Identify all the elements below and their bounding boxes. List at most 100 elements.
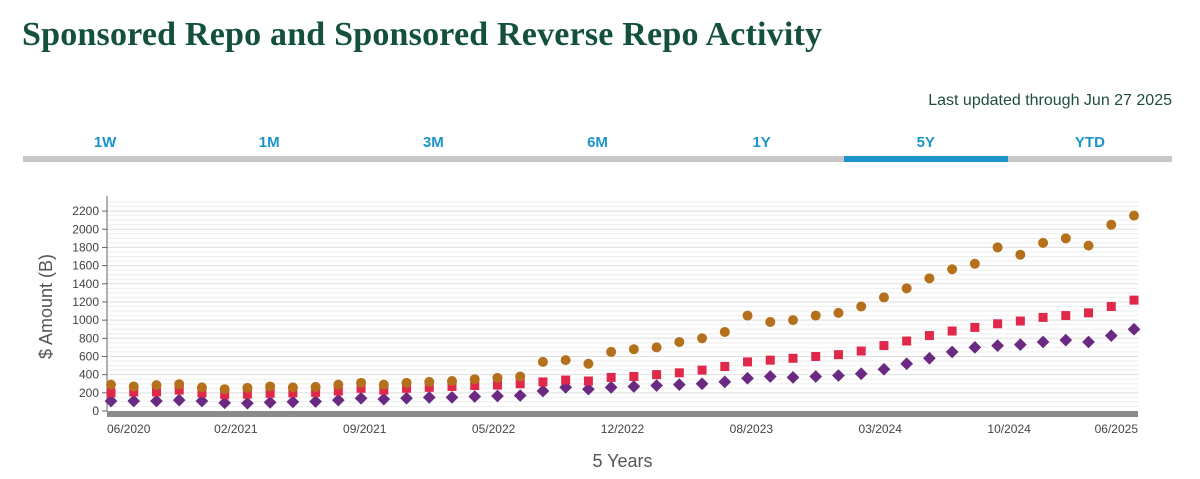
reverse-repo-series-point [422,391,436,404]
reverse-repo-series-point [400,391,413,405]
y-tick-label: 2000 [72,222,99,236]
tab-6m[interactable]: 6M [515,128,680,162]
tab-underline [1007,156,1172,162]
total-series-point [219,384,230,395]
repo-series-point [311,387,321,397]
reverse-repo-series-point [604,381,618,394]
tab-1m[interactable]: 1M [187,128,352,162]
total-series-point [1106,219,1117,230]
reverse-repo-series-point [1082,335,1095,349]
repo-series-point [333,386,343,396]
total-series-point [992,242,1003,253]
total-series-point [515,371,526,382]
reverse-repo-series-point [513,389,527,402]
repo-series-point [515,379,525,389]
repo-series-point [288,388,298,398]
repo-series-point [856,346,866,356]
total-series-point [151,380,162,391]
repo-series-point [538,377,548,387]
total-series-point [537,356,548,367]
repo-series-point [424,382,434,392]
y-tick-label: 1800 [72,240,99,254]
x-tick-label: 09/2021 [343,422,387,436]
repo-series-point [106,388,116,398]
page-title: Sponsored Repo and Sponsored Reverse Rep… [22,16,823,53]
tab-label: 1Y [752,134,771,151]
repo-series-point [720,361,730,371]
reverse-repo-series-point [741,371,754,385]
reverse-repo-series-point [877,362,891,376]
reverse-repo-series-point [241,396,254,410]
total-series-point [1015,249,1026,260]
reverse-repo-series-point [150,394,163,408]
repo-series-point [765,355,775,365]
repo-series-point [629,371,639,381]
tab-3m[interactable]: 3M [351,128,516,162]
total-series-point [924,273,935,284]
tab-underline [23,156,188,162]
reverse-repo-series-point [832,369,845,382]
reverse-repo-series-point [1013,338,1027,352]
total-series-point [378,379,389,390]
repo-series-point [242,389,252,399]
repo-series-point [265,388,275,398]
reverse-repo-series-point [263,396,277,409]
tab-1y[interactable]: 1Y [679,128,844,162]
total-series-point [583,358,594,369]
x-axis-title: 5 Years [592,451,652,471]
y-tick-label: 400 [79,368,99,382]
repo-series-point [220,390,230,400]
tab-label: 1M [258,134,280,151]
reverse-repo-series-point [218,396,232,410]
y-tick-label: 800 [79,331,99,345]
reverse-repo-series-point [377,392,391,406]
total-series-point [901,283,912,294]
y-tick-label: 1600 [72,259,99,273]
repo-series-point [174,385,184,395]
reverse-repo-series-point [991,339,1004,352]
repo-series-point [606,372,616,382]
total-series-point [265,381,276,392]
repo-series-point [402,383,412,393]
repo-series-point [1061,311,1071,321]
total-series-point [1038,237,1049,248]
total-series-point [765,316,776,327]
total-series-point [810,310,821,321]
reverse-repo-series-point [172,393,186,407]
total-series-point [1060,233,1071,244]
total-series-point [128,381,139,392]
y-tick-label: 1400 [72,277,99,291]
repo-series-point [947,326,957,336]
tab-underline [679,156,844,162]
repo-series-point [902,336,912,346]
tab-1w[interactable]: 1W [23,128,188,162]
last-updated-text: Last updated through Jun 27 2025 [928,92,1172,109]
tab-underline [515,156,680,162]
reverse-repo-series-point [286,395,300,409]
tab-label: 3M [422,134,444,151]
total-series-point [947,264,958,275]
tab-5y[interactable]: 5Y [843,128,1008,162]
repo-series-point [492,380,502,390]
reverse-repo-series-point [536,384,550,398]
reverse-repo-series-point [1036,335,1050,349]
x-tick-label: 03/2024 [859,422,903,436]
reverse-repo-series-point [786,371,800,384]
tab-active-indicator [843,156,1008,162]
total-series-point [651,342,662,353]
reverse-repo-series-point [309,395,322,408]
total-series-point [878,292,889,303]
reverse-repo-series-point [809,370,823,383]
total-series-point [447,376,457,387]
total-series-point [788,315,798,326]
reverse-repo-series-point [900,357,914,371]
y-tick-label: 200 [79,386,99,400]
total-series-point [492,372,503,383]
reverse-repo-series-point [923,351,936,365]
repo-series-point [197,388,207,398]
tab-ytd[interactable]: YTD [1007,128,1172,162]
repo-series-point [1038,312,1048,322]
total-series-point [287,382,298,393]
repo-series-point [1015,316,1025,326]
y-tick-label: 2200 [72,204,99,218]
